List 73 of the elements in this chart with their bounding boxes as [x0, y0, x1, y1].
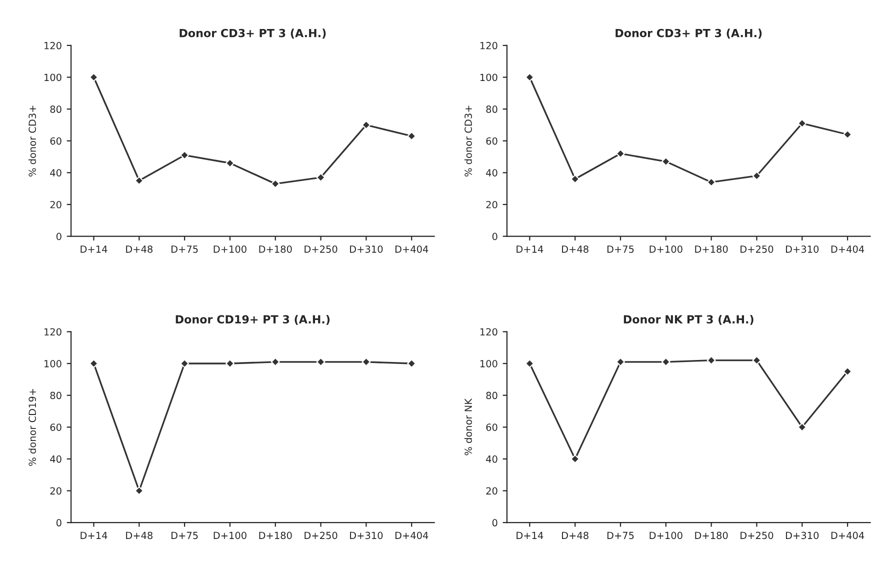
chart-title: Donor CD19+ PT 3 (A.H.)	[176, 314, 330, 325]
x-tick-label: D+48	[562, 532, 588, 540]
y-tick-label: 20	[486, 200, 498, 208]
x-tick-label: D+250	[304, 532, 338, 540]
x-tick-label: D+404	[831, 245, 864, 253]
x-tick-label: D+250	[304, 245, 338, 253]
x-tick-label: D+100	[650, 245, 682, 253]
x-tick-label: D+75	[607, 532, 634, 540]
y-tick-label: 120	[480, 42, 498, 50]
y-tick-label: 120	[44, 328, 62, 336]
y-tick-label: 100	[480, 74, 498, 82]
point	[570, 174, 580, 184]
y-axis-title: % donor CD3+	[464, 106, 472, 176]
x-tick-label: D+180	[695, 532, 728, 540]
point	[226, 359, 234, 368]
y-tick-label: 60	[486, 137, 498, 145]
x-tick-label: D+180	[695, 245, 728, 253]
y-tick-label: 80	[486, 392, 498, 400]
y-tick-label: 120	[480, 328, 498, 336]
y-tick-label: 80	[50, 392, 62, 400]
y-tick-label: 80	[486, 106, 498, 113]
y-axis-title: % donor CD19+	[28, 388, 36, 466]
x-tick-label: D+48	[126, 532, 152, 540]
y-tick-label: 20	[50, 487, 62, 495]
point	[661, 157, 670, 166]
x-tick-label: D+100	[214, 245, 246, 253]
y-tick-label: 40	[486, 455, 498, 463]
y-tick-label: 40	[486, 169, 498, 177]
x-tick-label: D+100	[650, 532, 682, 540]
x-tick-label: D+310	[786, 532, 819, 540]
x-tick-label: D+75	[172, 246, 198, 253]
x-tick-label: D+14	[516, 532, 544, 539]
y-axis-title: % donor CD3+	[28, 106, 36, 176]
y-tick-label: 0	[492, 519, 498, 526]
x-tick-label: D+310	[786, 245, 819, 253]
chart-title: Donor CD3+ PT 3 (A.H.)	[180, 28, 326, 39]
point	[843, 367, 852, 376]
x-tick-label: D+404	[395, 532, 428, 540]
y-tick-label: 40	[50, 169, 62, 177]
x-tick-label: D+310	[350, 532, 383, 540]
x-tick-label: D+14	[516, 246, 544, 253]
point	[180, 359, 190, 368]
x-tick-label: D+250	[740, 245, 774, 253]
y-tick-label: 0	[56, 519, 62, 526]
x-tick-label: D+404	[395, 245, 428, 253]
x-tick-label: D+14	[80, 532, 108, 539]
y-tick-label: 100	[480, 360, 498, 368]
y-tick-label: 20	[50, 200, 62, 208]
x-tick-label: D+48	[126, 245, 152, 253]
y-tick-label: 60	[50, 424, 62, 431]
x-tick-label: D+48	[562, 245, 588, 253]
x-tick-label: D+180	[259, 245, 292, 253]
y-tick-label: 120	[44, 42, 62, 50]
y-tick-label: 20	[486, 487, 498, 495]
y-axis-title: % donor NK	[464, 398, 472, 456]
chart-title: Donor NK PT 3 (A.H.)	[624, 314, 754, 325]
y-tick-label: 0	[56, 232, 62, 240]
x-tick-label: D+100	[214, 532, 246, 540]
chart-title: Donor CD3+ PT 3 (A.H.)	[616, 28, 762, 39]
y-tick-label: 60	[50, 137, 62, 145]
x-tick-label: D+75	[172, 532, 198, 540]
x-tick-label: D+310	[350, 245, 383, 253]
x-tick-label: D+250	[740, 532, 774, 540]
y-tick-label: 40	[50, 455, 62, 463]
x-tick-label: D+14	[80, 246, 108, 253]
x-tick-label: D+180	[259, 532, 292, 540]
y-tick-label: 60	[486, 424, 498, 431]
x-tick-label: D+75	[607, 246, 634, 253]
x-tick-label: D+404	[831, 532, 864, 540]
y-tick-label: 80	[50, 106, 62, 113]
y-tick-label: 0	[492, 232, 498, 240]
y-tick-label: 100	[44, 360, 62, 368]
y-tick-label: 100	[44, 74, 62, 82]
